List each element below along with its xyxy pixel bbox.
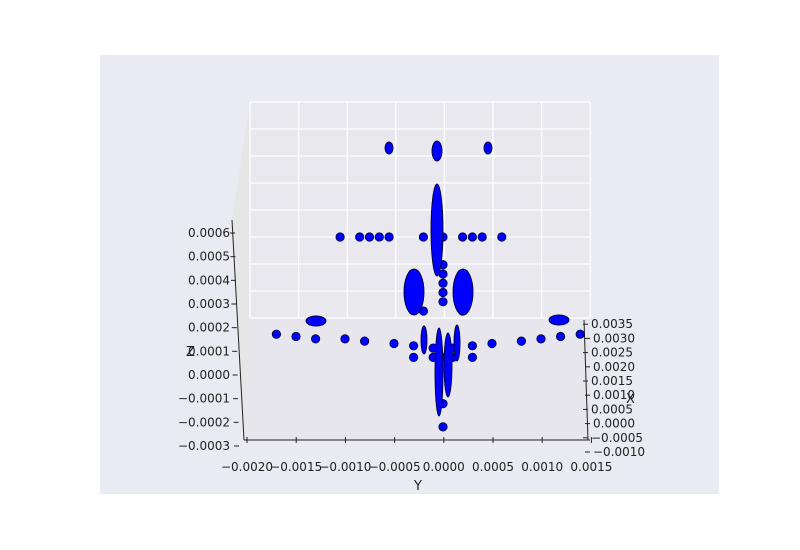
- x-tick-labels: −0.0010−0.00050.00000.00050.00100.00150.…: [583, 317, 645, 459]
- x-axis-label: X: [626, 392, 635, 407]
- scatter-point: [438, 278, 448, 288]
- scatter-point: [457, 232, 468, 242]
- y-axis-label: Y: [413, 479, 422, 494]
- z-axis-label: Z: [186, 345, 195, 360]
- scatter-cluster: [443, 332, 453, 398]
- z-tick-label: 0.0002: [188, 321, 230, 335]
- y-axis: −0.0020−0.0015−0.0010−0.0005 0.0000 0.0005…: [221, 437, 612, 494]
- scatter-cluster: [420, 325, 428, 355]
- scatter-point: [438, 297, 448, 307]
- x-tick-label: −0.0010: [593, 445, 645, 459]
- scatter-point: [418, 232, 428, 242]
- z-tick-label: −0.0003: [178, 439, 230, 453]
- scatter-cluster: [548, 314, 570, 326]
- scatter-point: [477, 232, 487, 242]
- scatter-point: [408, 341, 419, 351]
- scatter-point: [364, 232, 375, 242]
- x-tick-label: 0.0000: [593, 417, 635, 431]
- scatter-cluster: [430, 183, 444, 277]
- y-tick-label: 0.0000: [423, 460, 465, 474]
- scatter-cluster: [305, 315, 327, 327]
- x-tick-label: 0.0035: [591, 317, 633, 331]
- scatter-point: [389, 338, 399, 349]
- x-tick-label: −0.0005: [591, 431, 643, 445]
- scatter-cluster: [403, 268, 425, 316]
- scatter-point: [384, 232, 394, 242]
- y-tick-label: −0.0010: [319, 460, 371, 474]
- scatter-point: [271, 329, 281, 339]
- z-tick-label: 0.0006: [188, 226, 230, 240]
- z-tick-label: −0.0001: [178, 392, 230, 406]
- x-tick-label: 0.0010: [593, 388, 635, 402]
- y-tick-label: 0.0015: [570, 460, 612, 474]
- scatter-point: [291, 331, 301, 342]
- z-tick-label: 0.0001: [188, 344, 230, 358]
- z-tick-labels: −0.0003 −0.0002 −0.0001 0.0000 0.0001 0.0002 0…: [178, 226, 239, 453]
- x-tick-label: 0.0005: [591, 402, 633, 416]
- x-axis: −0.0010−0.00050.00000.00050.00100.00150.…: [583, 317, 645, 459]
- y-tick-label: −0.0005: [369, 460, 421, 474]
- y-tick-label: 0.0010: [521, 460, 563, 474]
- scatter-point: [340, 334, 350, 344]
- z-tick-label: −0.0002: [178, 415, 230, 429]
- scatter-point: [310, 334, 321, 344]
- scatter-point: [497, 232, 507, 242]
- scatter-point: [575, 329, 585, 339]
- z-axis: −0.0003 −0.0002 −0.0001 0.0000 0.0001 0.0002 0…: [178, 219, 245, 453]
- scatter-cluster: [452, 268, 474, 316]
- x-axis-line: [583, 319, 589, 441]
- y-tick-label: −0.0020: [221, 460, 273, 474]
- scatter-point: [438, 422, 448, 432]
- scatter-point: [335, 232, 345, 242]
- scatter-point: [408, 352, 419, 362]
- scatter-point: [467, 341, 477, 351]
- scatter-point: [467, 352, 477, 362]
- floor-pane: [244, 318, 590, 440]
- x-tick-label: 0.0025: [591, 346, 633, 360]
- x-tick-label: 0.0030: [593, 331, 635, 345]
- scatter-point: [516, 336, 527, 346]
- scatter-point: [555, 331, 566, 342]
- scatter-cluster: [483, 141, 493, 155]
- scatter-point: [374, 232, 384, 242]
- y-tick-label: −0.0015: [270, 460, 322, 474]
- z-tick-label: 0.0003: [188, 297, 230, 311]
- scatter-point: [536, 334, 546, 344]
- scatter-point: [359, 336, 370, 346]
- y-tick-label: 0.0005: [472, 460, 514, 474]
- z-tick-label: 0.0004: [188, 273, 230, 287]
- z-tick-label: 0.0005: [188, 250, 230, 264]
- scatter-cluster: [453, 324, 461, 362]
- scatter-cluster: [431, 140, 443, 162]
- scatter-point: [438, 287, 448, 298]
- scatter-markers: [271, 140, 585, 432]
- y-tick-labels: −0.0020−0.0015−0.0010−0.0005 0.0000 0.0005…: [221, 437, 612, 474]
- z-tick-label: 0.0000: [188, 368, 230, 382]
- left-pane: [232, 102, 250, 440]
- scatter-cluster: [384, 141, 394, 155]
- scatter-point: [467, 232, 477, 242]
- scatter-point: [355, 232, 365, 242]
- x-tick-label: 0.0020: [593, 360, 635, 374]
- scatter-cluster: [434, 327, 444, 417]
- scatter-point: [487, 338, 497, 349]
- x-tick-label: 0.0015: [591, 374, 633, 388]
